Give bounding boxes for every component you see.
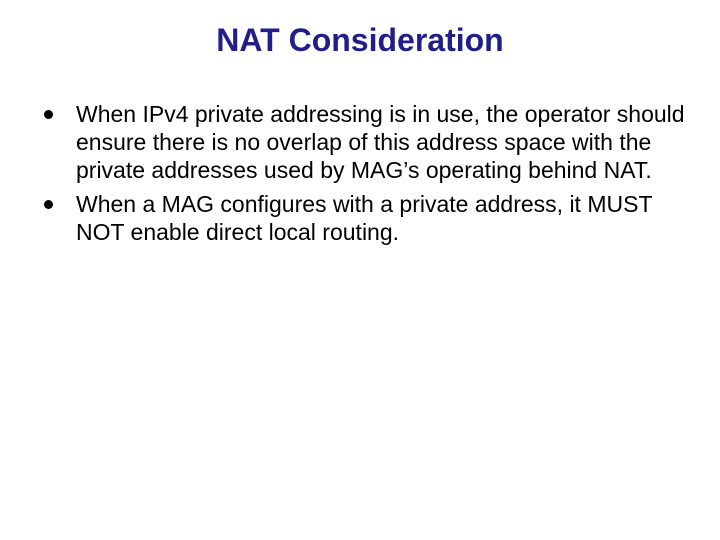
slide-body: When IPv4 private addressing is in use, … [36,100,700,252]
list-item: When IPv4 private addressing is in use, … [36,100,700,184]
bullet-list: When IPv4 private addressing is in use, … [36,100,700,246]
bullet-text: When IPv4 private addressing is in use, … [76,100,700,184]
slide-title: NAT Consideration [0,22,720,59]
slide: NAT Consideration When IPv4 private addr… [0,0,720,540]
list-item: When a MAG configures with a private add… [36,190,700,246]
bullet-text: When a MAG configures with a private add… [76,190,700,246]
